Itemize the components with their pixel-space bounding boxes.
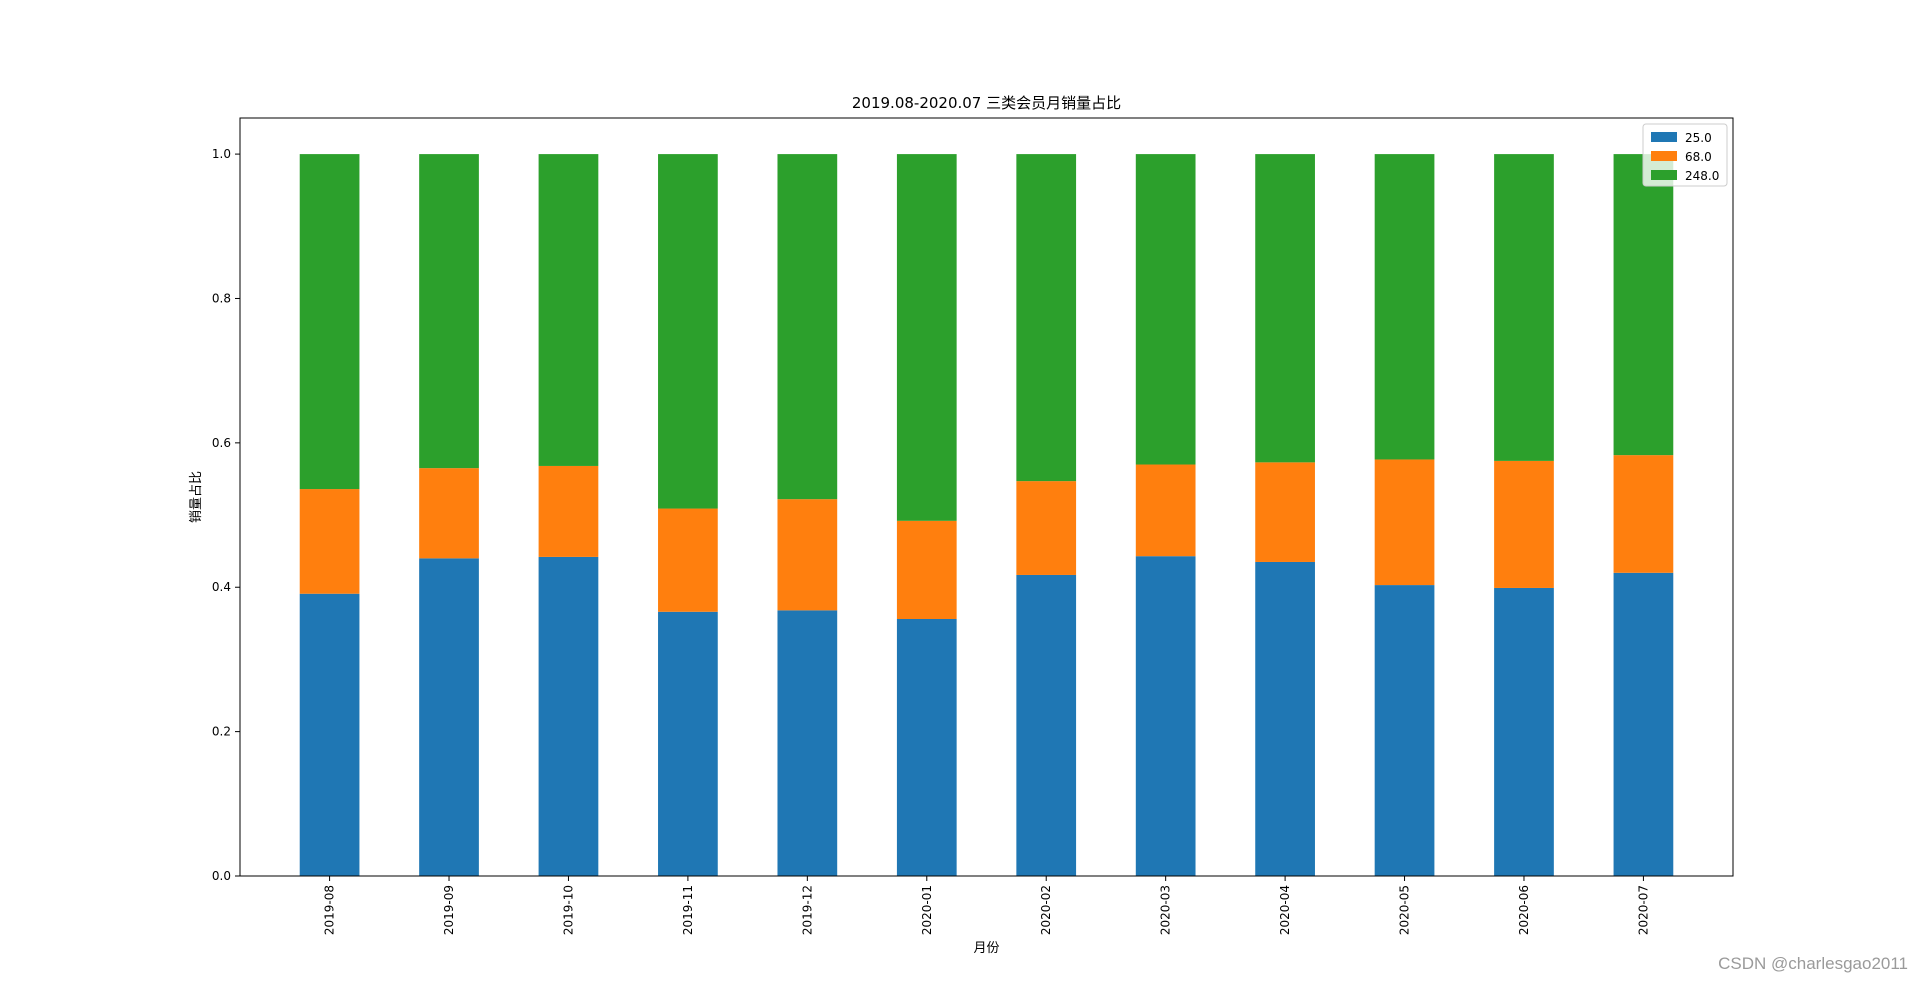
x-axis: 2019-08 2019-09 2019-10 2019-11 2019-12 2020-…: [323, 876, 1650, 935]
y-tick-label: 0.6: [212, 436, 231, 450]
bar-2020-05-series-2: [1374, 154, 1435, 460]
bar-2019-08-series-2: [299, 154, 360, 490]
legend-swatch: [1651, 170, 1677, 180]
x-tick-label: 2019-09: [442, 885, 456, 935]
y-tick-label: 0.0: [212, 869, 231, 883]
legend-swatch: [1651, 151, 1677, 161]
bar-2019-11-series-0: [658, 611, 718, 876]
bar-2019-09-series-2: [419, 154, 479, 469]
bar-2020-01-series-0: [896, 619, 957, 876]
watermark: CSDN @charlesgao2011: [1718, 954, 1908, 973]
bar-2020-05-series-0: [1374, 585, 1435, 876]
bar-2019-08-series-1: [299, 489, 360, 594]
bar-2020-07-series-0: [1613, 572, 1674, 876]
x-tick-label: 2020-01: [920, 885, 934, 935]
bar-2020-02-series-2: [1016, 154, 1077, 482]
bar-2020-03-series-0: [1135, 556, 1196, 876]
y-axis-label: 销量占比: [189, 471, 204, 523]
bar-2020-03-series-1: [1135, 464, 1196, 557]
y-axis: 0.0 0.2 0.4 0.6 0.8 1.0: [212, 147, 240, 883]
bar-2019-09-series-1: [419, 468, 479, 559]
bar-2019-12-series-1: [777, 499, 838, 611]
bars-group: [299, 154, 1674, 876]
bar-2019-12-series-2: [777, 154, 838, 500]
x-tick-label: 2019-10: [561, 885, 575, 935]
bar-2020-06-series-0: [1494, 587, 1554, 876]
bar-2020-06-series-1: [1494, 460, 1554, 588]
legend-label: 25.0: [1685, 131, 1712, 145]
bar-2019-09-series-0: [419, 558, 479, 876]
y-tick-label: 0.2: [212, 725, 231, 739]
legend: 25.0 68.0 248.0: [1642, 123, 1728, 187]
bar-2020-02-series-0: [1016, 574, 1077, 876]
x-tick-label: 2020-02: [1039, 885, 1053, 935]
bar-2020-04-series-2: [1255, 154, 1315, 463]
bar-2019-11-series-1: [658, 508, 718, 612]
chart-title: 2019.08-2020.07 三类会员月销量占比: [852, 94, 1121, 112]
bar-2020-01-series-2: [896, 154, 957, 521]
bar-2019-10-series-1: [538, 465, 599, 557]
bar-2020-04-series-1: [1255, 462, 1315, 562]
bar-2020-05-series-1: [1374, 459, 1435, 586]
y-tick-label: 0.4: [212, 580, 231, 594]
x-tick-label: 2020-06: [1517, 885, 1531, 935]
x-tick-label: 2020-07: [1636, 885, 1650, 935]
bar-2020-06-series-2: [1494, 154, 1554, 461]
bar-2019-10-series-2: [538, 154, 599, 466]
bar-2020-03-series-2: [1135, 154, 1196, 465]
y-tick-label: 0.8: [212, 291, 231, 305]
legend-swatch: [1651, 132, 1677, 142]
x-axis-label: 月份: [973, 941, 999, 956]
bar-2020-01-series-1: [896, 520, 957, 620]
x-tick-label: 2020-05: [1398, 885, 1412, 935]
legend-label: 248.0: [1685, 169, 1719, 183]
x-tick-label: 2020-04: [1278, 885, 1292, 935]
x-tick-label: 2019-08: [323, 885, 337, 935]
x-tick-label: 2020-03: [1159, 885, 1173, 935]
y-tick-label: 1.0: [212, 147, 231, 161]
bar-2019-12-series-0: [777, 610, 838, 876]
bar-2020-07-series-2: [1613, 154, 1674, 456]
plot-frame: [239, 117, 1734, 877]
bar-2019-11-series-2: [658, 154, 718, 509]
x-tick-label: 2019-11: [681, 885, 695, 935]
x-tick-label: 2019-12: [800, 885, 814, 935]
bar-2019-10-series-0: [538, 556, 599, 876]
bar-2020-02-series-1: [1016, 481, 1077, 575]
bar-2020-04-series-0: [1255, 561, 1315, 876]
bar-2020-07-series-1: [1613, 455, 1674, 573]
legend-label: 68.0: [1685, 150, 1712, 164]
bar-2019-08-series-0: [299, 593, 360, 876]
